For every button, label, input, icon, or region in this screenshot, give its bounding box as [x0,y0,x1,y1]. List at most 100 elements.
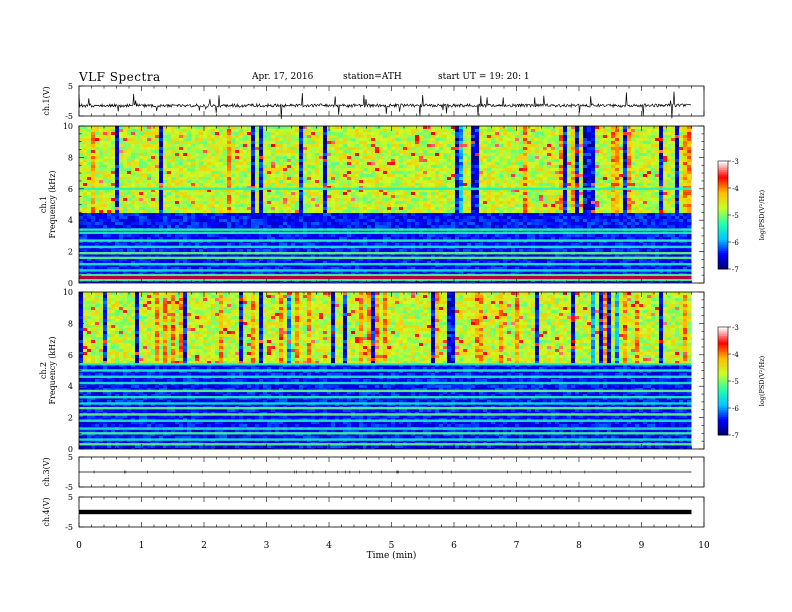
psd-cell [139,165,143,168]
psd-cell [399,153,403,156]
psd-cell [111,267,115,270]
psd-cell [171,165,175,168]
psd-cell [147,159,151,162]
psd-cell [111,147,115,150]
psd-cell [279,171,283,174]
psd-cell [283,165,287,168]
psd-cell [115,198,119,201]
psd-cell [427,243,431,246]
psd-cell [259,264,263,267]
psd-cell [95,201,99,204]
psd-cell [167,156,171,159]
psd-cell [115,168,119,171]
psd-cell [139,144,143,147]
psd-cell [127,129,131,132]
psd-cell [323,141,327,144]
psd-cell [331,249,335,252]
psd-cell [99,165,103,168]
psd-cell [415,195,419,198]
psd-cell [379,165,383,168]
psd-cell [167,210,171,213]
psd-cell [295,141,299,144]
psd-cell [95,162,99,165]
psd-cell [215,222,219,225]
psd-cell [223,258,227,261]
psd-cell [423,204,427,207]
psd-cell [343,153,347,156]
psd-cell [339,132,343,135]
psd-cell [431,267,435,270]
psd-cell [267,222,271,225]
psd-cell [159,216,163,219]
psd-cell [331,165,335,168]
psd-cell [155,126,159,129]
psd-cell [207,234,211,237]
psd-cell [383,138,387,141]
psd-cell [379,219,383,222]
psd-cell [123,192,127,195]
psd-cell [279,222,283,225]
psd-cell [191,198,195,201]
psd-cell [115,243,119,246]
psd-cell [287,150,291,153]
psd-cell [155,162,159,165]
psd-cell [351,156,355,159]
psd-cell [359,186,363,189]
psd-cell [183,249,187,252]
psd-cell [287,159,291,162]
psd-cell [287,213,291,216]
psd-cell [439,174,443,177]
psd-cell [235,129,239,132]
psd-cell [151,195,155,198]
psd-cell [295,267,299,270]
psd-cell [147,138,151,141]
psd-cell [107,243,111,246]
psd-cell [83,186,87,189]
psd-cell [291,129,295,132]
psd-cell [363,168,367,171]
psd-cell [99,243,103,246]
psd-cell [439,198,443,201]
psd-cell [371,174,375,177]
psd-cell [207,264,211,267]
psd-cell [235,147,239,150]
psd-cell [263,237,267,240]
psd-cell [423,189,427,192]
psd-cell [427,153,431,156]
psd-cell [391,282,395,283]
psd-cell [199,201,203,204]
psd-cell [271,195,275,198]
psd-cell [343,195,347,198]
psd-cell [375,180,379,183]
psd-cell [367,162,371,165]
psd-cell [95,174,99,177]
psd-cell [387,165,391,168]
psd-cell [259,138,263,141]
psd-cell [391,180,395,183]
psd-cell [299,156,303,159]
psd-cell [359,183,363,186]
psd-cell [403,210,407,213]
psd-cell [163,192,167,195]
psd-cell [303,141,307,144]
psd-cell [91,159,95,162]
psd-cell [79,225,83,228]
psd-cell [95,258,99,261]
psd-cell [83,219,87,222]
psd-cell [371,189,375,192]
psd-cell [131,207,135,210]
psd-cell [291,198,295,201]
psd-cell [427,189,431,192]
psd-cell [87,162,91,165]
psd-cell [155,198,159,201]
psd-cell [415,156,419,159]
psd-cell [179,249,183,252]
psd-cell [339,168,343,171]
psd-cell [271,222,275,225]
psd-cell [419,129,423,132]
psd-cell [375,135,379,138]
psd-cell [227,201,231,204]
psd-cell [103,255,107,258]
psd-cell [411,210,415,213]
psd-cell [211,162,215,165]
